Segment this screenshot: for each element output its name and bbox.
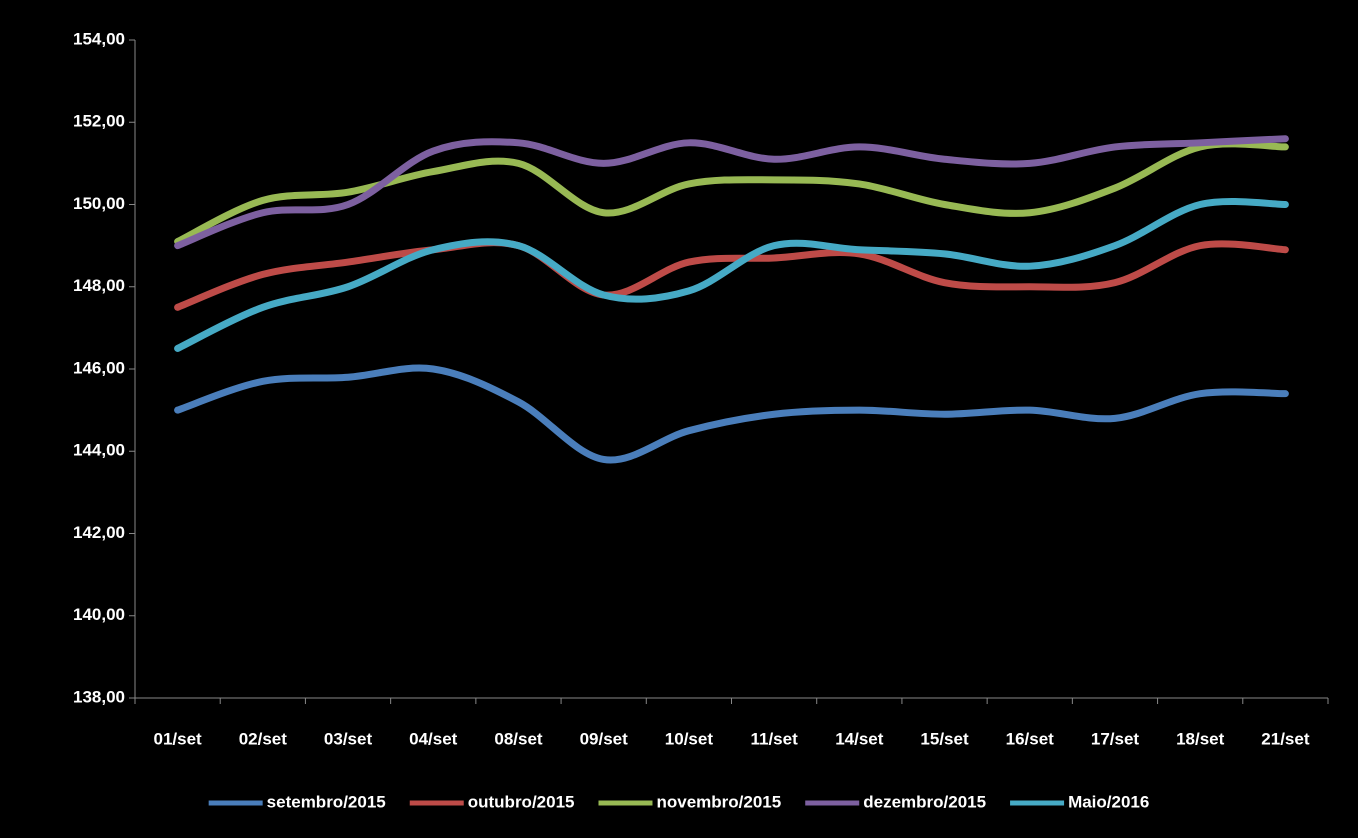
legend-label: Maio/2016 [1068,792,1149,811]
x-tick-label: 09/set [580,729,629,748]
y-tick-label: 154,00 [73,29,125,48]
y-tick-label: 140,00 [73,605,125,624]
series-line [174,135,1289,250]
x-tick-label: 15/set [920,729,969,748]
legend-label: setembro/2015 [267,792,386,811]
legend-label: outubro/2015 [468,792,575,811]
y-tick-label: 142,00 [73,523,125,542]
y-tick-label: 152,00 [73,112,125,131]
y-tick-label: 138,00 [73,687,125,706]
series-line [174,364,1289,464]
x-tick-label: 02/set [239,729,288,748]
legend-label: novembro/2015 [656,792,781,811]
x-tick-label: 08/set [494,729,543,748]
legend-label: dezembro/2015 [863,792,986,811]
x-tick-label: 16/set [1006,729,1055,748]
x-tick-label: 14/set [835,729,884,748]
x-tick-label: 01/set [154,729,203,748]
series-line [174,197,1289,352]
series-line [174,239,1289,311]
x-tick-label: 03/set [324,729,373,748]
x-tick-label: 11/set [750,729,798,748]
series-line [174,140,1289,246]
y-tick-label: 146,00 [73,358,125,377]
x-tick-label: 04/set [409,729,458,748]
legend: setembro/2015 outubro/2015 novembro/2015 de… [208,792,1149,811]
x-tick-label: 21/set [1261,729,1310,748]
x-tick-label: 10/set [665,729,714,748]
x-tick-label: 18/set [1176,729,1225,748]
y-tick-label: 150,00 [73,194,125,213]
y-tick-label: 148,00 [73,276,125,295]
x-tick-label: 17/set [1091,729,1140,748]
y-tick-label: 144,00 [73,441,125,460]
